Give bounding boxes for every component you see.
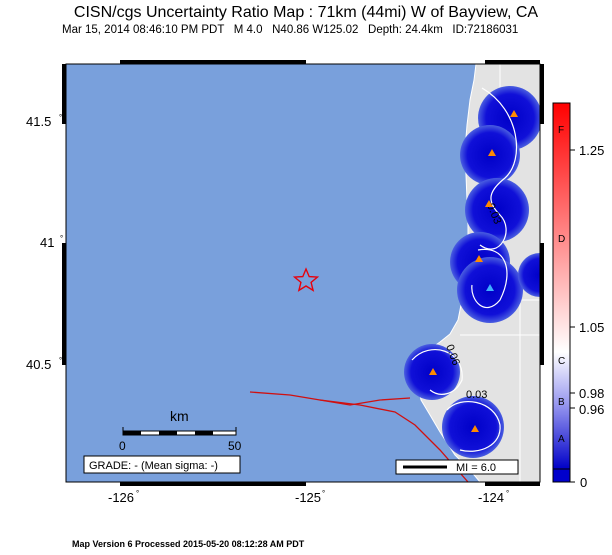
station-triangle bbox=[488, 149, 496, 156]
colorbar-value: 0.98 bbox=[579, 386, 604, 401]
contour-lines bbox=[411, 87, 518, 452]
lon-label: -125 bbox=[295, 490, 321, 505]
svg-text:°: ° bbox=[60, 234, 63, 243]
event-info: Mar 15, 2014 08:46:10 PM PDT M 4.0 N40.8… bbox=[62, 24, 518, 36]
event-id: ID:72186031 bbox=[452, 24, 519, 36]
station-triangle bbox=[429, 368, 437, 375]
map-footer: Map Version 6 Processed 2015-05-20 08:12… bbox=[72, 539, 305, 549]
event-depth: Depth: 24.4km bbox=[368, 24, 443, 36]
lat-label: 40.5 bbox=[26, 357, 51, 372]
colorbar-value: 1.25 bbox=[579, 143, 604, 158]
frame-ticks bbox=[62, 60, 544, 486]
station-circle bbox=[465, 178, 529, 242]
scale-bar-min: 0 bbox=[119, 439, 126, 453]
colorbar-letter: D bbox=[558, 234, 565, 245]
colorbar-value: 0.96 bbox=[579, 402, 604, 417]
event-magnitude: M 4.0 bbox=[233, 24, 263, 36]
lat-label: 41 bbox=[40, 235, 54, 250]
svg-text:°: ° bbox=[59, 356, 62, 365]
map-title: CISN/cgs Uncertainty Ratio Map : 71km (4… bbox=[73, 4, 539, 21]
station-circle bbox=[442, 396, 504, 458]
colorbar-value: 1.05 bbox=[579, 320, 604, 335]
grade-text: GRADE: - (Mean sigma: -) bbox=[89, 460, 218, 472]
svg-text:°: ° bbox=[322, 489, 325, 498]
svg-text:°: ° bbox=[136, 489, 139, 498]
colorbar-letter: A bbox=[558, 434, 565, 445]
station-circle bbox=[518, 253, 540, 297]
colorbar: F D C B A 1.25 1.05 0.98 0.96 0 bbox=[552, 102, 604, 490]
station-triangle bbox=[510, 110, 518, 117]
scale-bar-max: 50 bbox=[228, 439, 242, 453]
lon-label: -124 bbox=[478, 490, 504, 505]
colorbar-letter: B bbox=[558, 397, 565, 408]
contour-labels: 0.03 0.06 0.03 bbox=[443, 202, 503, 401]
lon-label: -126 bbox=[108, 490, 134, 505]
station-triangle bbox=[471, 425, 479, 432]
colorbar-letter: C bbox=[558, 356, 565, 367]
colorbar-value: 0 bbox=[580, 475, 587, 490]
colorbar-letter: F bbox=[558, 125, 564, 136]
scale-bar-unit: km bbox=[170, 408, 189, 424]
epicenter-star[interactable] bbox=[292, 267, 320, 292]
station-triangle bbox=[475, 255, 483, 262]
station-triangle bbox=[485, 200, 493, 207]
station-triangle bbox=[486, 284, 494, 291]
mi-legend-box bbox=[395, 459, 519, 475]
event-date: Mar 15, 2014 08:46:10 PM PDT bbox=[62, 24, 225, 36]
svg-text:°: ° bbox=[506, 489, 509, 498]
svg-text:°: ° bbox=[59, 113, 62, 122]
mi-legend-text: MI = 6.0 bbox=[456, 462, 496, 474]
lat-label: 41.5 bbox=[26, 114, 51, 129]
scale-bar: km 0 50 bbox=[119, 408, 242, 453]
station-markers bbox=[429, 110, 518, 432]
fault-lines bbox=[249, 391, 469, 482]
contour-label: 0.03 bbox=[466, 389, 487, 401]
event-location: N40.86 W125.02 bbox=[272, 24, 359, 36]
grade-box bbox=[83, 455, 241, 474]
